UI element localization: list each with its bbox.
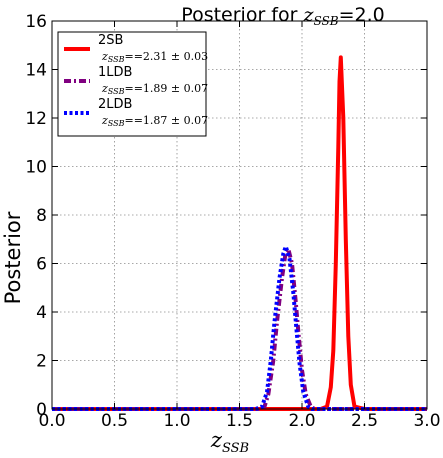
x-tick-label: 1.5 <box>226 411 253 431</box>
x-tick-label: 1.0 <box>163 411 190 431</box>
title-value: =2.0 <box>339 4 385 26</box>
legend-stat-2sb: zSSB==2.31 ± 0.03 <box>101 50 208 64</box>
tick-labels: 0.0 0.5 1.0 1.5 2.0 2.5 3.0 0 2 4 6 8 10 12 14 16 <box>25 12 440 431</box>
x-axis-label: zSSB <box>210 428 249 456</box>
x-tick-label: 0.0 <box>38 411 65 431</box>
x-tick-label: 0.5 <box>101 411 128 431</box>
y-tick-label: 12 <box>25 109 47 129</box>
legend-label-2sb: 2SB <box>98 33 123 48</box>
title-variable: z <box>302 4 314 26</box>
series-1ldb-line <box>52 247 427 411</box>
legend-stat-1ldb: zSSB==1.89 ± 0.07 <box>101 82 208 96</box>
legend-label-1ldb: 1LDB <box>98 65 132 80</box>
series-2sb-line <box>52 55 427 411</box>
x-axis-variable: z <box>210 428 223 452</box>
y-tick-label: 0 <box>36 400 47 420</box>
y-tick-label: 6 <box>36 255 47 275</box>
y-tick-label: 14 <box>25 61 47 81</box>
x-axis-subscript: SSB <box>222 441 249 456</box>
series-2ldb-line <box>52 244 427 411</box>
y-tick-label: 16 <box>25 12 47 32</box>
y-tick-label: 8 <box>36 206 47 226</box>
y-tick-label: 4 <box>36 303 47 323</box>
title-prefix: Posterior for <box>181 4 303 26</box>
y-tick-label: 10 <box>25 158 47 178</box>
chart-title: Posterior for zSSB=2.0 <box>181 4 384 28</box>
x-tick-label: 2.5 <box>351 411 378 431</box>
tick-marks <box>51 20 428 410</box>
legend-stat-2ldb: zSSB==1.87 ± 0.07 <box>101 114 208 128</box>
title-subscript: SSB <box>314 14 339 28</box>
x-tick-label: 3.0 <box>413 411 440 431</box>
y-axis-label: Posterior <box>1 211 25 304</box>
x-tick-label: 2.0 <box>288 411 315 431</box>
legend-label-2ldb: 2LDB <box>98 97 132 112</box>
y-tick-label: 2 <box>36 352 47 372</box>
series-layer <box>52 55 427 411</box>
